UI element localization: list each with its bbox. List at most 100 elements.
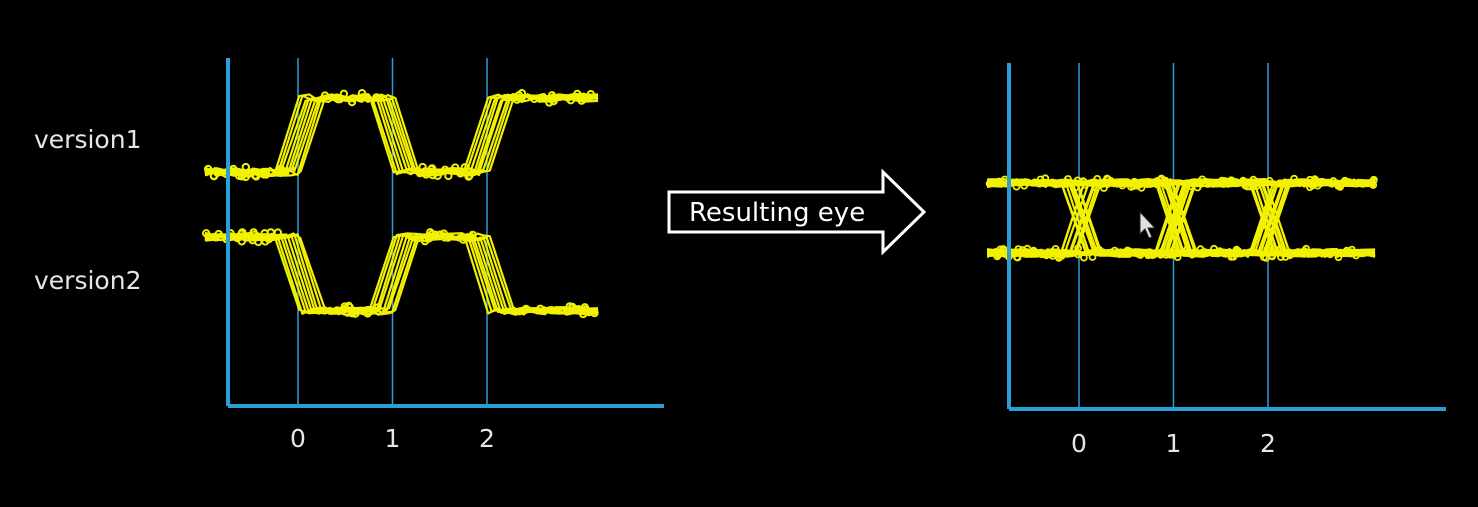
eye-sample-dot [1275, 179, 1284, 188]
eye-sample-dot [1092, 183, 1100, 192]
eye-sample-dot [1366, 178, 1374, 187]
eye-sample-dot [1198, 175, 1207, 184]
eye-sample-dot [1064, 175, 1072, 183]
eye-sample-dot [1093, 174, 1102, 183]
eye-sample-dot [1284, 178, 1293, 187]
eye-sample-dot [1348, 245, 1356, 254]
version1-sample-dot [460, 163, 469, 172]
version1-sample-dot [464, 172, 473, 181]
eye-sample-dot [1224, 179, 1233, 188]
version1-sample-dot [320, 91, 330, 100]
eye-sample-dot [1156, 175, 1165, 184]
eye-sample-dot [1041, 174, 1050, 183]
eye-sample-dot [1036, 175, 1045, 184]
tick-label-1: 1 [385, 424, 401, 453]
version2-sample-dot [580, 303, 590, 312]
eye-sample-dot [1252, 182, 1261, 191]
eye-sample-dot [1215, 247, 1224, 256]
version2-sample-dot [344, 301, 353, 311]
eye-sample-dot [1079, 177, 1088, 186]
version1-sample-dot [250, 171, 260, 180]
version1-trace [204, 94, 599, 177]
eye-sample-dot [994, 250, 1002, 259]
eye-sample-dot [1262, 253, 1270, 262]
eye-sample-dot [1218, 176, 1226, 185]
version2-sample-dot [261, 237, 270, 246]
eye-sample-dot [1300, 247, 1309, 256]
eye-diagram-chart: 0 1 2 [985, 63, 1446, 458]
version1-sample-dot [433, 171, 442, 181]
resulting-eye-arrow: Resulting eye [667, 168, 927, 256]
eye-sample-dot [1166, 250, 1175, 259]
eye-sample-dot [1245, 182, 1254, 191]
version1-sample-dot [538, 94, 547, 103]
eye-sample-dot [1229, 252, 1238, 261]
eye-sample-dot [1162, 250, 1170, 259]
eye-sample-dot [1334, 253, 1343, 262]
version1-sample-dot [339, 89, 349, 99]
series-label-version1: version1 [34, 125, 141, 154]
version2-sample-dot [320, 306, 329, 315]
eye-traces [985, 174, 1378, 262]
eye-sample-dot [1187, 182, 1196, 191]
version2-sample-dot [468, 230, 477, 240]
arrow-shape [667, 168, 927, 256]
eye-sample-dot [1018, 246, 1027, 254]
version2-sample-dot [214, 229, 223, 239]
eye-sample-dot [1074, 250, 1082, 259]
version1-sample-dot [444, 171, 453, 181]
version1-sample-dot [566, 96, 575, 105]
version1-sample-dot [229, 164, 238, 174]
version2-sample-dot [202, 229, 211, 238]
version1-sample-dot [241, 162, 251, 172]
eye-sample-dot [1310, 175, 1319, 184]
eye-sample-dot [1352, 251, 1360, 260]
version2-sample-dot [248, 236, 257, 245]
left-traces [202, 89, 599, 319]
arrow-label: Resulting eye [689, 198, 865, 228]
version2-sample-dot [439, 229, 449, 238]
series-label-version2: version2 [34, 266, 141, 295]
eye-sample-dot [1127, 182, 1136, 191]
version2-sample-dot [260, 229, 269, 238]
eye-sample-dot [1051, 244, 1060, 253]
eye-sample-dot [1110, 246, 1119, 255]
eye-sample-dot [1249, 175, 1258, 184]
eye-sample-dot [1095, 245, 1104, 254]
left-tick-labels: 0 1 2 [290, 424, 495, 453]
version1-sample-dot [549, 97, 558, 106]
eye-sample-dot [1191, 249, 1200, 257]
version2-sample-dot [340, 302, 349, 311]
version1-sample-dot [418, 162, 427, 172]
tick-label-1: 1 [1166, 429, 1182, 458]
version2-sample-dot [249, 228, 258, 237]
right-axes [1007, 63, 1446, 411]
version2-sample-dot [430, 230, 440, 239]
input-waveforms-chart: 0 1 2 [202, 58, 664, 453]
eye-sample-dot [1136, 251, 1145, 259]
version1-sample-dot [456, 169, 465, 178]
eye-sample-dot [1119, 248, 1128, 257]
version2-sample-dot [565, 302, 574, 311]
eye-sample-dot [1277, 253, 1285, 261]
eye-sample-dot [1137, 183, 1146, 192]
version2-sample-dot [590, 308, 599, 318]
series-version2 [202, 228, 599, 319]
eye-sample-dot [1048, 251, 1057, 260]
version1-sample-dot [274, 165, 284, 174]
eye-sample-dot [1071, 183, 1080, 192]
eye-sample-dot [1285, 251, 1294, 260]
version1-sample-dot [333, 95, 343, 104]
eye-sample-dot [1012, 182, 1021, 191]
version2-sample-dot [521, 304, 531, 314]
tick-label-0: 0 [290, 424, 306, 453]
version2-sample-dot [435, 230, 445, 239]
mouse-cursor-icon [1139, 210, 1157, 239]
version2-sample-dot [363, 309, 372, 318]
version1-sample-dot [213, 168, 222, 178]
eye-sample-dot [1173, 253, 1182, 262]
version1-sample-dot [545, 98, 554, 107]
right-traces [985, 174, 1378, 262]
eye-sample-dot [1118, 181, 1127, 190]
